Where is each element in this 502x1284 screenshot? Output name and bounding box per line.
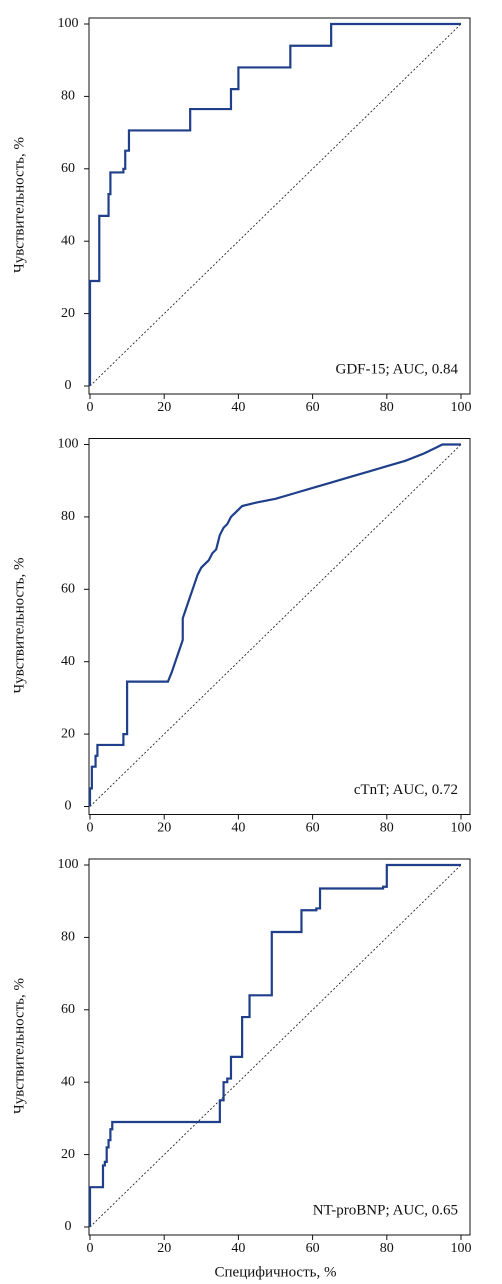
y-axis-label: Чувствительность, % bbox=[11, 137, 27, 273]
x-tick-label: 40 bbox=[231, 1241, 245, 1256]
x-tick-label: 60 bbox=[306, 1241, 320, 1256]
y-tick-label: 100 bbox=[58, 437, 79, 452]
y-axis-label: Чувствительность, % bbox=[11, 557, 27, 693]
x-tick-label: 80 bbox=[380, 1241, 394, 1256]
y-tick-label: 0 bbox=[65, 799, 72, 814]
roc-curve bbox=[88, 863, 461, 1227]
x-axis-label: Специфичность, % bbox=[215, 1264, 337, 1280]
y-tick-label: 100 bbox=[58, 857, 79, 872]
x-tick-label: 40 bbox=[231, 400, 245, 415]
y-tick-label: 20 bbox=[61, 726, 75, 741]
x-tick-label: 100 bbox=[451, 1241, 472, 1256]
y-axis-label: Чувствительность, % bbox=[11, 978, 27, 1114]
annotation: NT-proBNP; AUC, 0.65 bbox=[313, 1202, 458, 1218]
y-tick-label: 0 bbox=[65, 1219, 72, 1234]
reference-diagonal bbox=[89, 864, 462, 1228]
y-tick-label: 60 bbox=[61, 161, 75, 176]
y-tick-label: 20 bbox=[61, 306, 75, 321]
y-tick-label: 40 bbox=[61, 233, 75, 248]
x-tick-label: 100 bbox=[451, 400, 472, 415]
y-tick-label: 0 bbox=[65, 378, 72, 393]
y-tick-label: 80 bbox=[61, 930, 75, 945]
x-tick-label: 20 bbox=[157, 400, 171, 415]
y-tick-label: 20 bbox=[61, 1147, 75, 1162]
x-tick-label: 40 bbox=[231, 821, 245, 836]
y-tick-label: 100 bbox=[58, 16, 79, 31]
x-tick-label: 60 bbox=[306, 400, 320, 415]
x-tick-label: 80 bbox=[380, 821, 394, 836]
roc-curve bbox=[88, 443, 461, 807]
y-tick-label: 40 bbox=[61, 654, 75, 669]
roc-curve bbox=[88, 22, 461, 386]
x-tick-label: 0 bbox=[87, 400, 94, 415]
x-tick-label: 60 bbox=[306, 821, 320, 836]
x-tick-label: 0 bbox=[87, 1241, 94, 1256]
x-tick-label: 20 bbox=[157, 1241, 171, 1256]
y-tick-label: 80 bbox=[61, 89, 75, 104]
x-tick-label: 80 bbox=[380, 400, 394, 415]
y-tick-label: 60 bbox=[61, 582, 75, 597]
x-tick-label: 100 bbox=[451, 821, 472, 836]
annotation: GDF-15; AUC, 0.84 bbox=[335, 361, 458, 377]
x-tick-label: 0 bbox=[87, 821, 94, 836]
plot-frame bbox=[88, 17, 471, 395]
y-tick-label: 60 bbox=[61, 1002, 75, 1017]
plot-frame bbox=[88, 858, 471, 1236]
x-tick-label: 20 bbox=[157, 821, 171, 836]
plot-frame bbox=[88, 438, 471, 815]
annotation: cTnT; AUC, 0.72 bbox=[354, 782, 458, 798]
y-tick-label: 40 bbox=[61, 1074, 75, 1089]
y-tick-label: 80 bbox=[61, 509, 75, 524]
reference-diagonal bbox=[89, 23, 462, 387]
